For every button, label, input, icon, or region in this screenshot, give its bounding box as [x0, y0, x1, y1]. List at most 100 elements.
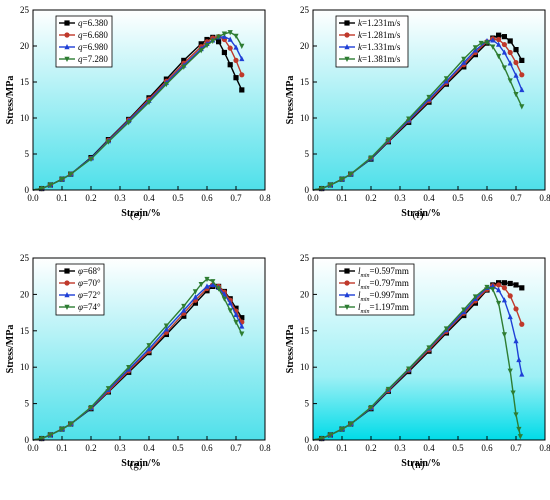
series-4: [312, 284, 523, 442]
y-tick-label: 5: [305, 399, 310, 409]
data-point: [472, 294, 478, 300]
y-tick-label: 20: [20, 41, 30, 51]
data-point: [513, 47, 519, 53]
legend-marker: [64, 44, 70, 50]
data-point: [519, 104, 525, 110]
legend-marker: [64, 20, 70, 26]
data-point: [221, 49, 227, 56]
y-tick-label: 0: [305, 435, 310, 445]
x-tick-label: 0.1: [56, 443, 67, 453]
chart-panel-f: 0.0 0.1 0.2 0.3 0.4 0.5 0.6 0.7 0.8 0 5 10 15 20 25 Str…: [285, 5, 550, 221]
x-axis-title: Strain/%: [121, 458, 160, 469]
panel-label: (f): [413, 209, 424, 221]
x-tick-label: 0.7: [230, 193, 242, 203]
data-point: [239, 331, 245, 337]
data-point: [192, 289, 198, 295]
data-point: [461, 59, 467, 65]
data-point: [181, 303, 187, 310]
legend: φ=68° φ=70° φ=72° φ=74°: [55, 263, 105, 316]
data-point: [501, 332, 507, 338]
data-point: [507, 60, 513, 66]
x-tick-label: 0.5: [172, 193, 184, 203]
data-point: [233, 57, 239, 64]
data-point: [472, 45, 478, 51]
chart-panel-g: 0.0 0.1 0.2 0.3 0.4 0.5 0.6 0.7 0.8 0 5 10 15 20 25 Str…: [5, 253, 271, 471]
legend: lmin=0.597mmlmin=0.797mmlmin=0.997mmlmin…: [335, 263, 415, 316]
x-tick-label: 0.6: [201, 193, 213, 203]
data-point: [146, 99, 152, 106]
data-point: [227, 62, 233, 68]
data-point: [339, 177, 345, 183]
y-tick-label: 15: [300, 326, 310, 336]
data-point: [204, 43, 210, 49]
data-point: [39, 436, 45, 442]
x-tick-label: 0.7: [510, 193, 522, 203]
x-tick-label: 0.1: [336, 193, 347, 203]
legend-marker: [64, 304, 70, 310]
data-point: [181, 313, 187, 319]
x-tick-label: 0.8: [259, 443, 271, 453]
data-point: [478, 40, 484, 47]
data-point: [507, 280, 513, 287]
data-point: [181, 307, 187, 313]
data-point: [319, 186, 325, 192]
data-point: [126, 120, 132, 126]
data-point: [39, 186, 45, 192]
data-point: [59, 177, 65, 183]
x-tick-label: 0.5: [452, 443, 464, 453]
x-tick-label: 0.2: [85, 193, 96, 203]
legend-label: lmin=0.797mm: [358, 278, 409, 291]
data-point: [496, 287, 502, 293]
y-axis-title: Stress/MPa: [5, 76, 16, 125]
data-point: [216, 34, 222, 40]
data-point: [210, 281, 216, 288]
legend-marker: [344, 32, 350, 38]
x-tick-label: 0.6: [481, 443, 493, 453]
legend-label: lmin=0.997mm: [358, 290, 409, 303]
data-point: [105, 386, 111, 392]
x-tick-label: 0.6: [481, 193, 493, 203]
y-tick-label: 20: [300, 289, 310, 299]
legend-label: φ=68°: [78, 266, 101, 276]
data-point: [385, 137, 391, 143]
data-point: [47, 182, 53, 188]
data-point: [233, 33, 239, 39]
data-point: [239, 43, 245, 49]
legend-marker: [64, 56, 70, 62]
data-point: [385, 386, 391, 393]
y-tick-label: 5: [305, 149, 310, 159]
data-point: [233, 305, 239, 311]
data-point: [327, 432, 333, 438]
data-point: [501, 65, 507, 71]
data-point: [443, 76, 449, 82]
legend-marker: [64, 292, 70, 298]
y-axis-title: Stress/MPa: [285, 76, 296, 125]
data-point: [227, 308, 233, 314]
x-axis-title: Strain/%: [401, 458, 440, 469]
data-point: [233, 319, 239, 326]
x-tick-label: 0.2: [85, 443, 96, 453]
legend-marker: [64, 280, 70, 286]
x-tick-label: 0.8: [539, 193, 550, 203]
data-point: [204, 283, 210, 289]
x-tick-label: 0.8: [259, 193, 271, 203]
data-point: [227, 45, 233, 51]
y-tick-label: 25: [20, 253, 30, 263]
x-tick-label: 0.7: [510, 443, 522, 453]
data-point: [426, 94, 432, 101]
data-point: [239, 72, 245, 78]
chart-panel-e: 0.0 0.1 0.2 0.3 0.4 0.5 0.6 0.7 0.8 0 5 10 15 20 25 Str…: [5, 5, 271, 221]
series-4: [32, 276, 245, 442]
data-point: [239, 55, 245, 62]
panel-label: (g): [130, 459, 143, 471]
legend-label: lmin=1.197mm: [358, 302, 409, 315]
data-point: [513, 72, 519, 78]
data-point: [216, 39, 222, 45]
y-tick-label: 25: [300, 253, 310, 263]
data-point: [496, 300, 502, 307]
y-tick-label: 15: [300, 77, 310, 87]
data-point: [163, 326, 169, 332]
data-point: [513, 282, 519, 288]
legend-label: φ=70°: [78, 278, 101, 288]
y-tick-label: 0: [25, 185, 30, 195]
